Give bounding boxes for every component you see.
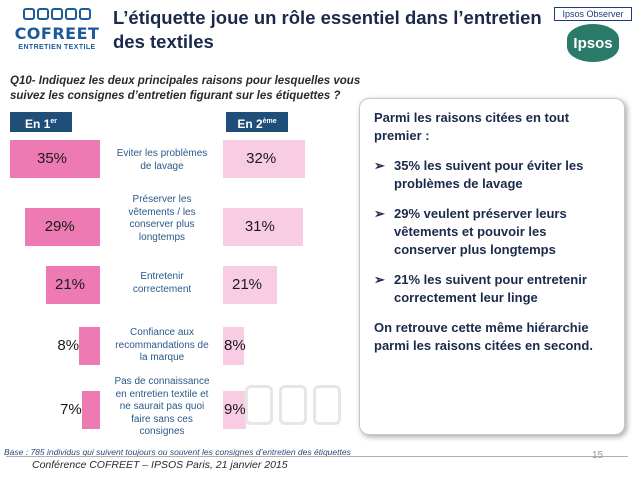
ipsos-observer-label: Ipsos Observer <box>554 7 632 21</box>
value-label-second-1: 32% <box>246 150 277 167</box>
value-label-second-5: 9% <box>224 401 246 418</box>
callout-bullet-text: 21% les suivent pour entretenir correcte… <box>394 272 587 305</box>
value-label-second-3: 21% <box>232 276 263 293</box>
callout-intro: Parmi les raisons citées en tout premier… <box>374 110 570 143</box>
column-label-second-text: En 2 <box>237 117 263 131</box>
ipsos-logo: Ipsos Observer Ipsos <box>554 7 632 63</box>
footer-divider <box>6 456 628 457</box>
reason-label-2: Préserver les vêtements / les conserver … <box>128 194 196 243</box>
page-number: 15 <box>592 450 604 461</box>
callout-bullet-text: 35% les suivent pour éviter les problème… <box>394 158 584 191</box>
value-label-first-1: 35% <box>37 150 68 167</box>
callout-conclusion: On retrouve cette même hiérarchie parmi … <box>374 320 593 353</box>
arrow-bullet-icon: ➢ <box>374 158 385 173</box>
value-label-second-2: 31% <box>244 218 275 235</box>
reason-label-1: Eviter les problèmes de lavage <box>116 148 208 172</box>
callout-bullet: ➢ 29% veulent préserver leurs vêtements e… <box>374 205 610 259</box>
survey-question: Q10- Indiquez les deux principales raiso… <box>10 75 361 102</box>
reason-label-5: Pas de connaissance en entretien textile… <box>114 376 210 437</box>
bar-first-3 <box>46 266 100 304</box>
column-label-second: En 2ème <box>226 112 288 132</box>
cofreet-logo-brand: COFREET <box>14 24 100 43</box>
arrow-bullet-icon: ➢ <box>374 206 385 221</box>
value-label-first-4: 8% <box>57 337 80 354</box>
cofreet-logo: COFREET ENTRETIEN TEXTILE <box>12 8 102 58</box>
column-label-first: En 1er <box>10 112 72 132</box>
bar-first-5 <box>82 391 100 429</box>
base-note: Base : 785 individus qui suivent toujour… <box>4 447 351 457</box>
background-watermark <box>245 385 355 435</box>
summary-callout: Parmi les raisons citées en tout premier… <box>359 98 625 435</box>
ipsos-logo-badge: Ipsos <box>567 24 619 62</box>
bar-first-2 <box>25 208 100 246</box>
column-label-second-sup: ème <box>262 118 277 125</box>
bar-second-5 <box>223 391 247 429</box>
slide-title: L’étiquette joue un rôle essentiel dans … <box>113 7 542 52</box>
value-label-first-2: 29% <box>44 218 75 235</box>
cofreet-logo-mark <box>12 8 102 22</box>
column-label-first-sup: er <box>50 118 57 125</box>
bar-second-4 <box>223 327 244 365</box>
column-label-first-text: En 1 <box>25 117 51 131</box>
value-label-first-3: 21% <box>55 276 86 293</box>
footer-text: Conférence COFREET – IPSOS Paris, 21 jan… <box>32 459 288 471</box>
cofreet-logo-subtitle: ENTRETIEN TEXTILE <box>18 44 96 51</box>
callout-bullet: ➢ 21% les suivent pour entretenir correct… <box>374 271 610 307</box>
bar-second-2 <box>223 208 303 246</box>
callout-bullet-text: 29% veulent préserver leurs vêtements et… <box>394 206 567 257</box>
arrow-bullet-icon: ➢ <box>374 272 385 287</box>
value-label-second-4: 8% <box>224 337 246 354</box>
reason-label-4: Confiance aux recommandations de la marq… <box>115 327 209 363</box>
value-label-first-5: 7% <box>60 401 82 418</box>
bar-first-1 <box>10 140 100 178</box>
bar-second-1 <box>223 140 306 178</box>
reason-label-3: Entretenir correctement <box>132 271 192 295</box>
bar-second-3 <box>223 266 277 304</box>
bar-first-4 <box>79 327 100 365</box>
callout-bullet: ➢ 35% les suivent pour éviter les problèm… <box>374 157 610 193</box>
ipsos-logo-text: Ipsos <box>573 34 613 52</box>
